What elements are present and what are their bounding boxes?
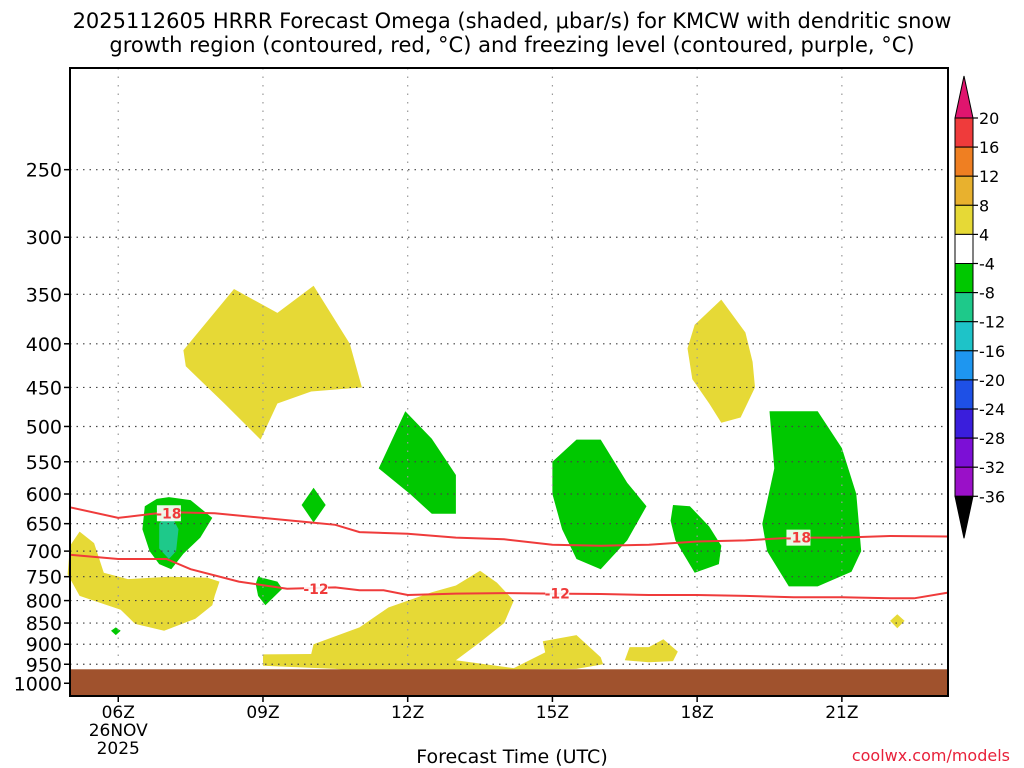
y-tick-label: 700 xyxy=(26,541,62,563)
colorbar-label: -8 xyxy=(979,284,995,303)
colorbar-label: -36 xyxy=(979,487,1005,506)
y-tick-label: 650 xyxy=(26,514,62,536)
omega-region-4 xyxy=(890,614,905,629)
x-tick-sublabel: 26NOV xyxy=(89,721,148,741)
omega-region-4 xyxy=(67,531,220,631)
omega-region--4 xyxy=(552,439,647,570)
colorbar-label: 4 xyxy=(979,225,989,244)
y-tick-label: 900 xyxy=(26,634,62,656)
colorbar-segment xyxy=(954,437,974,468)
y-tick-label: 450 xyxy=(26,377,62,399)
x-tick-label: 09Z xyxy=(246,703,279,723)
contour-line xyxy=(69,506,949,547)
omega-region-4 xyxy=(624,639,678,663)
y-tick-label: 950 xyxy=(26,654,62,676)
y-tick-label: 500 xyxy=(26,416,62,438)
x-tick-label: 18Z xyxy=(681,703,714,723)
contour-label: -18 xyxy=(786,531,811,547)
contour-label: -12 xyxy=(303,582,328,598)
colorbar-segment xyxy=(954,350,974,381)
omega-region--4 xyxy=(301,487,326,523)
contour-label: -18 xyxy=(156,506,181,522)
omega-region-4 xyxy=(687,299,755,423)
y-tick-label: 350 xyxy=(26,284,62,306)
y-tick-label: 300 xyxy=(26,227,62,249)
omega-region--4 xyxy=(111,627,121,636)
x-tick-sublabel: 2025 xyxy=(97,739,140,759)
y-tick-label: 400 xyxy=(26,334,62,356)
colorbar-label: 8 xyxy=(979,196,989,215)
contour-label-bg xyxy=(156,505,181,522)
y-tick-label: 250 xyxy=(26,160,62,182)
colorbar-label: -16 xyxy=(979,342,1005,361)
y-tick-label: 1000 xyxy=(14,673,62,695)
colorbar-segment xyxy=(954,146,974,177)
colorbar-bottom-arrow xyxy=(954,495,974,539)
colorbar-label: -20 xyxy=(979,371,1005,390)
colorbar-label: 20 xyxy=(979,109,999,128)
y-tick-label: 800 xyxy=(26,591,62,613)
colorbar-label: -28 xyxy=(979,429,1005,448)
contour-label-bg xyxy=(786,529,811,546)
y-tick-label: 750 xyxy=(26,567,62,589)
colorbar-segment xyxy=(954,321,974,352)
colorbar-segment xyxy=(954,233,974,264)
x-tick-label: 15Z xyxy=(536,703,569,723)
colorbar-segment xyxy=(954,408,974,439)
omega-region--4 xyxy=(378,411,456,514)
ground-surface xyxy=(70,669,948,696)
omega-region--4 xyxy=(762,411,862,587)
colorbar-label: 16 xyxy=(979,138,999,157)
omega-region--8 xyxy=(159,510,179,559)
colorbar-segment xyxy=(954,204,974,235)
omega-region-4 xyxy=(263,570,604,672)
colorbar-segment xyxy=(954,379,974,410)
colorbar-segment xyxy=(954,117,974,148)
colorbar-label: -12 xyxy=(979,313,1005,332)
contour-label-bg xyxy=(304,580,329,597)
colorbar-segment xyxy=(954,292,974,323)
colorbar-segment xyxy=(954,175,974,206)
credit-link[interactable]: coolwx.com/models xyxy=(851,746,1010,765)
x-tick-label: 21Z xyxy=(825,703,858,723)
colorbar-top-arrow xyxy=(954,75,974,119)
omega-region-4 xyxy=(183,285,362,440)
contour-line xyxy=(69,553,949,600)
y-tick-label: 550 xyxy=(26,452,62,474)
colorbar-label: 12 xyxy=(979,167,999,186)
y-tick-label: 600 xyxy=(26,484,62,506)
colorbar-label: -24 xyxy=(979,400,1005,419)
y-tick-label: 850 xyxy=(26,613,62,635)
chart-title-line-1: 2025112605 HRRR Forecast Omega (shaded, … xyxy=(72,9,952,33)
contour-label: -12 xyxy=(545,587,570,603)
x-tick-label: 06Z xyxy=(102,703,135,723)
chart-title-line-2: growth region (contoured, red, °C) and f… xyxy=(109,33,915,57)
colorbar-label: -32 xyxy=(979,458,1005,477)
omega-region--4 xyxy=(670,505,722,573)
x-axis-label: Forecast Time (UTC) xyxy=(416,746,608,768)
contour-label-bg xyxy=(545,585,570,602)
colorbar-segment xyxy=(954,263,974,294)
plot-frame xyxy=(69,67,949,697)
colorbar-segment xyxy=(954,466,974,497)
colorbar-label: -4 xyxy=(979,255,995,274)
omega-region--4 xyxy=(255,576,283,606)
x-tick-label: 12Z xyxy=(391,703,424,723)
